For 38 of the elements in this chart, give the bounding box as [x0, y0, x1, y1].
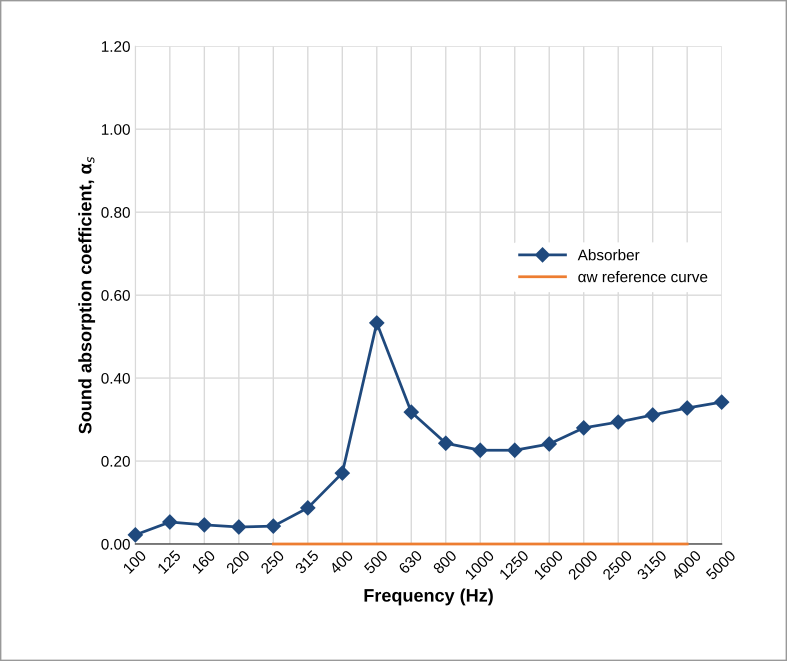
point	[680, 400, 695, 416]
x-tick-label: 500	[363, 550, 388, 574]
point	[645, 407, 660, 423]
y-tick-label: 0.40	[101, 372, 130, 384]
x-tick-label: 250	[260, 550, 285, 574]
point	[334, 466, 350, 481]
y-tick-label: 0.00	[101, 538, 130, 550]
point	[404, 404, 419, 420]
point	[542, 436, 557, 452]
point	[472, 442, 488, 458]
x-tick-label: 160	[191, 550, 216, 574]
y-tick-label: 0.80	[101, 207, 130, 218]
x-tick-label: 125	[156, 550, 182, 574]
point	[231, 519, 246, 535]
y-tick-label: 0.60	[101, 290, 130, 301]
y-tick-label: 1.00	[102, 124, 130, 135]
x-tick-label: 630	[398, 550, 423, 574]
legend-label: αw reference curve	[578, 271, 708, 282]
point	[610, 414, 626, 430]
point	[714, 394, 730, 410]
point	[266, 518, 281, 534]
point	[576, 420, 592, 436]
legend-label: Absorber	[578, 249, 640, 260]
y-tick-label: 1.20	[102, 41, 130, 52]
point	[300, 500, 316, 516]
point	[162, 514, 178, 530]
x-tick-label: 400	[328, 550, 354, 575]
point	[507, 442, 522, 458]
x-tick-label: 315	[294, 550, 320, 574]
y-axis-title: Sound absorption coefficient, α$_{s}$	[78, 156, 96, 434]
x-tick-label: 800	[432, 550, 458, 574]
point	[196, 517, 212, 532]
point	[438, 436, 454, 451]
x-tick-label: 100	[122, 550, 147, 574]
x-axis-title: Frequency (Hz)	[364, 588, 493, 606]
y-tick-label: 0.20	[101, 456, 130, 467]
point	[369, 315, 384, 330]
x-tick-label: 200	[226, 550, 250, 574]
